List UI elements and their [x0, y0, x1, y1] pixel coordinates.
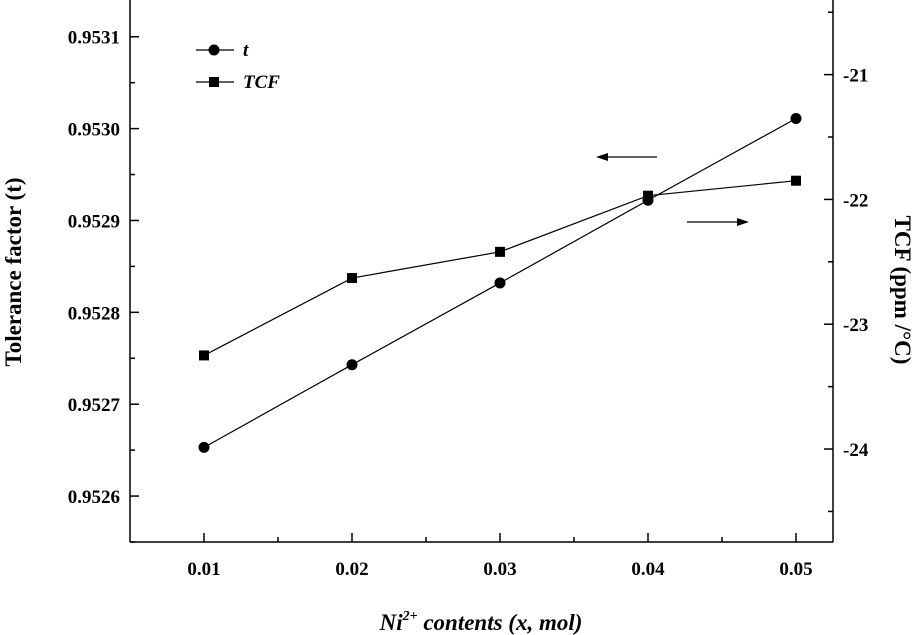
data-point-tcf: [199, 350, 209, 361]
axis-ticks: 0.01 0.02 0.03 0.04 0.05 0.9526 0.9527 0.9528 0.…: [68, 11, 869, 580]
right-y-tick-label: -21: [843, 66, 868, 87]
legend-marker-t: [208, 44, 220, 56]
x-tick-label: 0.05: [779, 559, 812, 580]
legend-marker-tcf: [209, 77, 219, 87]
left-axis-title: Tolerance factor (t): [1, 177, 26, 366]
right-y-tick-label: -22: [843, 190, 868, 211]
data-point-t: [346, 359, 358, 371]
x-tick-label: 0.03: [483, 559, 516, 580]
legend-label-tcf: TCF: [243, 72, 280, 93]
data-point-t: [494, 277, 506, 289]
left-y-tick-label: 0.9531: [68, 28, 120, 49]
x-tick-label: 0.01: [187, 559, 220, 580]
x-axis-title-superscript: 2+: [402, 609, 418, 624]
data-point-tcf: [347, 273, 357, 284]
right-arrow-head: [737, 218, 749, 226]
series-line-tcf: [203, 180, 797, 356]
left-y-tick-label: 0.9527: [68, 395, 121, 416]
right-axis-title: TCF (ppm /°C): [890, 216, 915, 365]
data-point-tcf: [791, 175, 801, 186]
right-y-tick-label: -24: [843, 440, 869, 461]
right-y-tick-label: -23: [843, 315, 868, 336]
data-point-t: [790, 113, 802, 125]
left-y-tick-label: 0.9530: [68, 120, 120, 141]
data-point-tcf: [643, 190, 653, 201]
data-point-tcf: [495, 246, 505, 257]
annotation-arrows: [596, 153, 749, 226]
x-tick-label: 0.02: [335, 559, 368, 580]
left-y-tick-label: 0.9528: [68, 303, 120, 324]
legend: t TCF: [196, 40, 280, 93]
x-axis-title: Ni2+ contents (x, mol): [379, 609, 583, 635]
x-tick-label: 0.04: [631, 559, 665, 580]
legend-label-t: t: [243, 40, 249, 61]
data-point-t: [198, 441, 210, 453]
series-layer: [198, 113, 802, 453]
left-y-tick-label: 0.9529: [68, 211, 120, 232]
x-axis-title-suffix: contents (x, mol): [418, 610, 583, 635]
left-y-tick-label: 0.9526: [68, 487, 120, 508]
left-arrow-head: [596, 153, 608, 161]
x-axis-title-prefix: Ni: [379, 610, 404, 635]
